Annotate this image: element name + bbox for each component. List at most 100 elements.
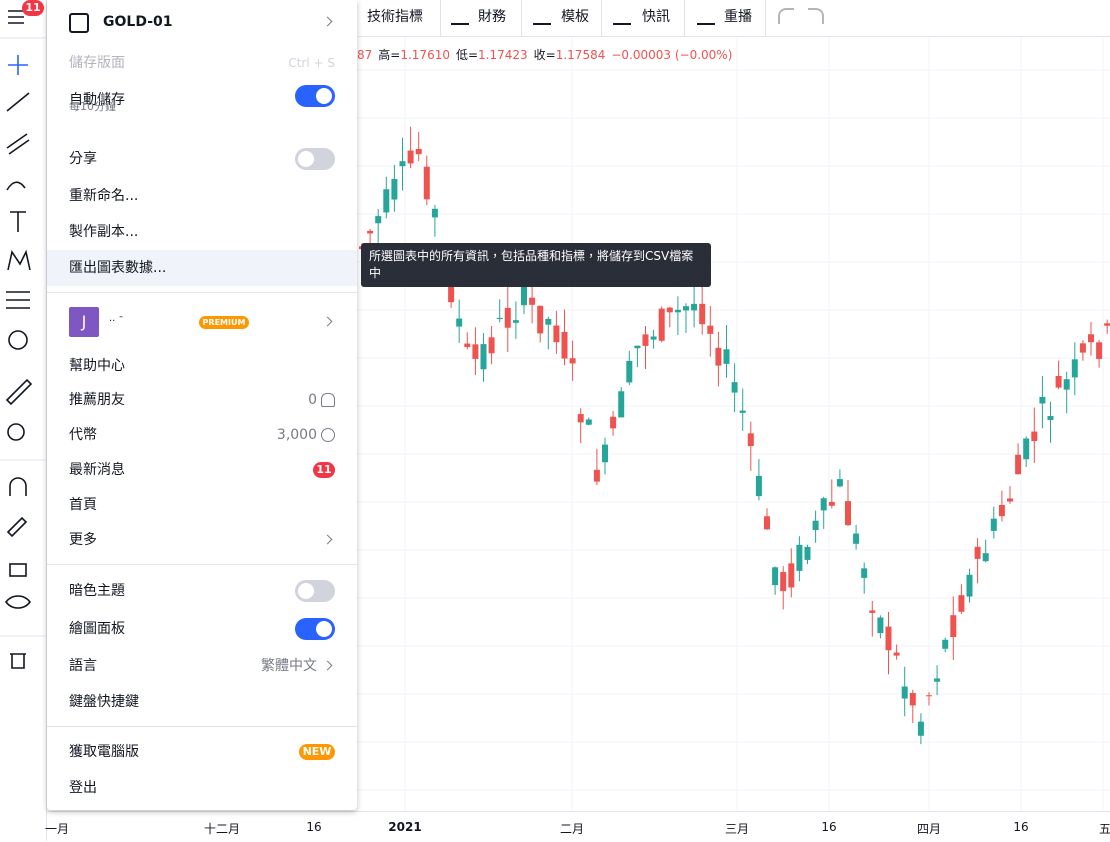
magnet-tool[interactable] [9,477,27,496]
candle-body [715,347,722,366]
menu-item[interactable]: 最新消息 11 [47,452,357,488]
menu-label: 語言 [69,658,97,674]
menu-value: 繁體中文 [261,658,317,674]
forecast-tool[interactable] [6,291,30,309]
avatar: J [69,307,99,337]
candle-body [893,652,900,656]
chevron [322,660,333,671]
person-icon [321,393,335,407]
toolbar-button[interactable]: 模板 [561,9,589,25]
toolbar-button[interactable]: 財務 [478,9,506,25]
brush-tool[interactable] [6,181,26,191]
menu-label: 自動儲存 [69,92,125,108]
menu-item[interactable]: 繪圖面板 [47,611,357,647]
candle-body [739,410,746,413]
line-tool[interactable] [6,92,30,112]
toggle-switch[interactable] [295,148,335,170]
candle-body [990,518,997,531]
hamburger-icon[interactable] [8,10,24,24]
menu-label: 繪圖面板 [69,621,125,637]
chart-name-row[interactable]: GOLD-01 [47,4,357,40]
candle-body [861,568,868,578]
toggle-switch[interactable] [295,618,335,640]
candle-body [901,686,908,699]
ruler-tool[interactable] [5,378,33,406]
trash-tool[interactable] [10,653,26,669]
lock-tool[interactable] [9,563,27,577]
menu-item[interactable]: 自動儲存 每10分鐘 [47,78,357,122]
candle-body [367,230,374,234]
menu-label: 登出 [69,780,97,796]
candle-body [391,178,398,200]
undo-button[interactable] [778,8,794,24]
user-row[interactable]: J ·‧ ˉ PREMIUM [47,304,357,340]
time-label: 一月 [44,822,70,836]
toolbar-icon [533,9,551,25]
candle-body [658,308,665,341]
candle-body [917,721,924,736]
legend-change: −0.00003 (−0.00%) [611,48,733,62]
toolbar-button[interactable]: 快訊 [642,9,670,25]
menu-item[interactable]: 重新命名... [47,178,357,214]
candle-body [853,533,860,544]
toolbar-button[interactable]: 重播 [724,9,752,25]
menu-item[interactable]: 代幣 3,000 [47,417,357,453]
candle-body [1079,343,1086,353]
coin-icon [321,428,335,442]
menu-label: 首頁 [69,497,97,513]
zoom-tool[interactable] [7,423,25,441]
redo-button[interactable] [808,8,824,24]
candle-body [650,336,657,340]
fib-tool[interactable] [6,133,30,155]
separator [521,0,522,36]
candle-body [966,574,973,597]
pattern-tool[interactable] [7,249,31,271]
candle-body [723,349,730,364]
legend-value: 1.17584 [555,48,606,62]
toggle-switch[interactable] [295,85,335,107]
candle-body [456,318,463,327]
menu-item[interactable]: 鍵盤快捷鍵 [47,684,357,720]
candle-body [755,475,762,497]
toggle-switch[interactable] [295,580,335,602]
menu-item[interactable]: 製作副本... [47,214,357,250]
crosshair-icon[interactable] [8,55,28,75]
menu-item[interactable]: 儲存版面 Ctrl + S [47,45,357,81]
menu-label: 製作副本... [69,224,139,240]
menu-item[interactable]: 幫助中心 [47,348,357,384]
eye-tool[interactable] [4,595,32,609]
menu-item[interactable]: 登出 [47,770,357,806]
candle-body [1055,375,1062,388]
candle-body [521,283,527,306]
candle-body [448,276,455,303]
top-toolbar: 技術指標 財務 模板 快訊 重播 [338,0,1110,37]
candle-body [1047,416,1054,420]
menu-item[interactable]: 首頁 [47,487,357,523]
candle-body [909,693,916,706]
candle-body [618,391,625,418]
toolbar-button[interactable]: 技術指標 [367,9,423,25]
menu-item[interactable]: 推薦朋友 0 [47,382,357,418]
menu-item[interactable]: 暗色主題 [47,573,357,609]
chart-name: GOLD-01 [103,14,173,30]
emoji-tool[interactable] [8,330,28,350]
toolbar-icon [697,9,715,25]
menu-item[interactable]: 語言 繁體中文 [47,648,357,684]
toolbar-icon [451,9,469,25]
menu-item[interactable]: 更多 [47,522,357,558]
candle-body [772,567,779,586]
candle-body [869,610,876,613]
text-tool[interactable] [10,211,26,232]
candle-body [950,615,957,637]
menu-item[interactable]: 匯出圖表數據... [47,250,357,286]
candle-body [982,553,989,562]
candle-body [634,345,641,349]
lock-draw-tool[interactable] [6,516,28,538]
legend-value: 1.17610 [400,48,450,62]
menu-value: 3,000 [276,427,317,443]
menu-label: 獲取電腦版 [69,744,139,760]
candle-body [407,150,414,164]
menu-item[interactable]: 獲取電腦版 NEW [47,734,357,770]
menu-item[interactable]: 分享 [47,141,357,177]
notification-badge: 11 [22,0,44,16]
